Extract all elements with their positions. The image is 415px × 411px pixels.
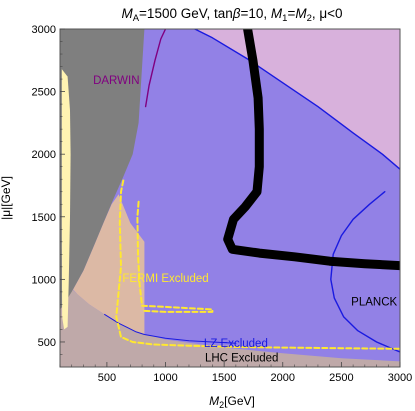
fermi-label: FERMI Excluded bbox=[122, 273, 208, 285]
fermi-contour bbox=[115, 179, 400, 350]
yellow-region bbox=[61, 69, 71, 330]
lz-excluded-label: LZ Excluded bbox=[204, 338, 268, 350]
y-tick-label: 1000 bbox=[32, 274, 56, 286]
fermi-inner-contour bbox=[136, 200, 214, 313]
planck-label: PLANCK bbox=[351, 297, 397, 309]
plot-area bbox=[60, 29, 400, 367]
lhc-excluded-label: LHC Excluded bbox=[205, 352, 279, 364]
planck-right-contour bbox=[330, 191, 400, 353]
y-tick-label: 1500 bbox=[32, 212, 56, 224]
chart-title: MA=1500 GeV, tanβ=10, M1=M2, μ<0 bbox=[121, 6, 342, 24]
x-tick-label: 500 bbox=[98, 372, 116, 384]
lz-boundary-line bbox=[194, 29, 400, 170]
y-tick-label: 3000 bbox=[32, 24, 56, 36]
x-tick-label: 3000 bbox=[388, 372, 412, 384]
y-tick-label: 2000 bbox=[32, 149, 56, 161]
x-axis: 500 1000 1500 2000 2500 3000 bbox=[59, 362, 412, 384]
lhc-excluded-region bbox=[60, 275, 400, 367]
x-tick-label: 2500 bbox=[329, 372, 353, 384]
lz-lower-boundary-line bbox=[104, 313, 237, 344]
x-tick-label: 1500 bbox=[212, 372, 236, 384]
x-tick-label: 1000 bbox=[153, 372, 177, 384]
lz-excluded-region bbox=[60, 29, 400, 367]
y-axis: 500 1000 1500 2000 2500 3000 bbox=[32, 24, 65, 355]
tan-region bbox=[60, 194, 145, 335]
y-axis-title: |μ|[GeV] bbox=[0, 176, 13, 220]
x-tick-label: 2000 bbox=[271, 372, 295, 384]
x-axis-title: M2[GeV] bbox=[209, 394, 255, 410]
plot-frame bbox=[59, 28, 401, 368]
y-tick-label: 2500 bbox=[32, 87, 56, 99]
planck-band bbox=[223, 29, 400, 271]
darwin-label: DARWIN bbox=[93, 75, 139, 87]
darwin-line bbox=[144, 29, 167, 108]
gray-excluded-region bbox=[60, 29, 145, 310]
y-tick-label: 500 bbox=[38, 337, 56, 349]
